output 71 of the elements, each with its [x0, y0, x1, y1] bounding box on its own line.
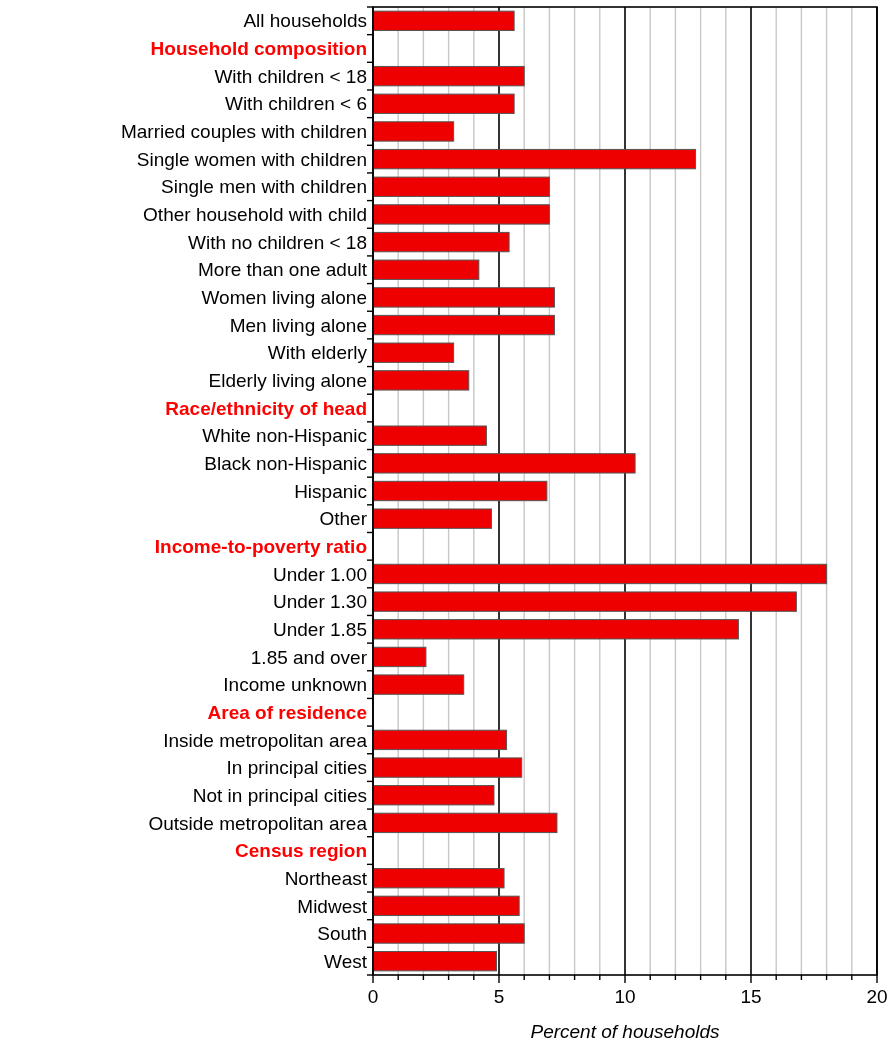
y-tick-label: All households — [243, 10, 367, 32]
bar — [372, 287, 555, 308]
y-tick-label: Married couples with children — [120, 121, 367, 143]
bar — [372, 370, 470, 391]
bar — [372, 950, 497, 972]
bar — [372, 563, 828, 585]
bar — [372, 176, 550, 197]
y-tick-label: Midwest — [297, 895, 368, 917]
y-tick-label: West — [324, 950, 368, 972]
y-tick-label: Household composition — [150, 38, 367, 60]
y-tick-label: Men living alone — [229, 314, 367, 336]
y-tick-label: Income unknown — [223, 674, 367, 696]
x-tick-label: 20 — [866, 986, 888, 1007]
y-tick-label: With no children < 18 — [187, 231, 367, 253]
bar — [372, 259, 480, 280]
y-tick-label: Black non-Hispanic — [204, 452, 367, 474]
bar — [372, 646, 427, 668]
bar — [372, 148, 697, 170]
y-tick-label: With elderly — [267, 342, 368, 364]
y-tick-label: Northeast — [284, 867, 368, 889]
y-tick-label: More than one adult — [197, 259, 368, 281]
y-tick-label: Women living alone — [201, 287, 367, 309]
bar — [372, 121, 455, 142]
y-tick-label: Area of residence — [207, 701, 367, 723]
bar — [372, 812, 558, 834]
y-tick-label: Hispanic — [294, 480, 367, 502]
y-tick-label: Other — [319, 508, 368, 530]
bar — [372, 757, 523, 778]
bar — [372, 342, 455, 363]
y-tick-label: Census region — [235, 840, 367, 862]
bar — [372, 314, 555, 336]
y-tick-label: 1.85 and over — [250, 646, 368, 668]
bar — [372, 895, 520, 917]
bar — [372, 93, 515, 114]
y-tick-label: Single men with children — [161, 176, 367, 198]
y-tick-label: Single women with children — [136, 148, 367, 170]
x-tick-label: 5 — [493, 986, 505, 1007]
bar — [372, 65, 525, 87]
bar — [372, 425, 487, 446]
bar — [372, 453, 636, 474]
y-tick-label: Inside metropolitan area — [163, 729, 368, 751]
bar — [372, 619, 739, 640]
bar — [372, 480, 548, 502]
bar — [372, 204, 550, 225]
x-axis-title: Percent of households — [530, 1021, 721, 1042]
y-tick-label: Outside metropolitan area — [148, 812, 368, 834]
bar — [372, 674, 465, 695]
y-tick-label: South — [317, 923, 367, 945]
bar — [372, 785, 495, 806]
y-tick-label: Income-to-poverty ratio — [154, 535, 367, 557]
y-tick-label: Under 1.85 — [272, 618, 367, 640]
bar — [372, 868, 505, 889]
y-tick-label: In principal cities — [226, 757, 367, 779]
bar — [372, 591, 797, 612]
y-tick-label: Elderly living alone — [208, 370, 367, 392]
bar — [372, 10, 515, 32]
y-tick-label: With children < 6 — [224, 93, 367, 115]
y-tick-label: Not in principal cities — [192, 784, 367, 806]
y-tick-label: Other household with child — [143, 204, 367, 226]
bar — [372, 231, 510, 253]
x-tick-label: 0 — [367, 986, 379, 1007]
bar — [372, 508, 492, 529]
x-tick-label: 10 — [614, 986, 636, 1007]
bar — [372, 923, 525, 944]
y-tick-label: White non-Hispanic — [202, 425, 367, 447]
y-tick-label: With children < 18 — [214, 65, 367, 87]
y-tick-label: Race/ethnicity of head — [165, 397, 367, 419]
bar — [372, 729, 508, 751]
x-tick-label: 15 — [740, 986, 762, 1007]
y-tick-label: Under 1.30 — [272, 591, 367, 613]
y-tick-label: Under 1.00 — [272, 563, 367, 585]
